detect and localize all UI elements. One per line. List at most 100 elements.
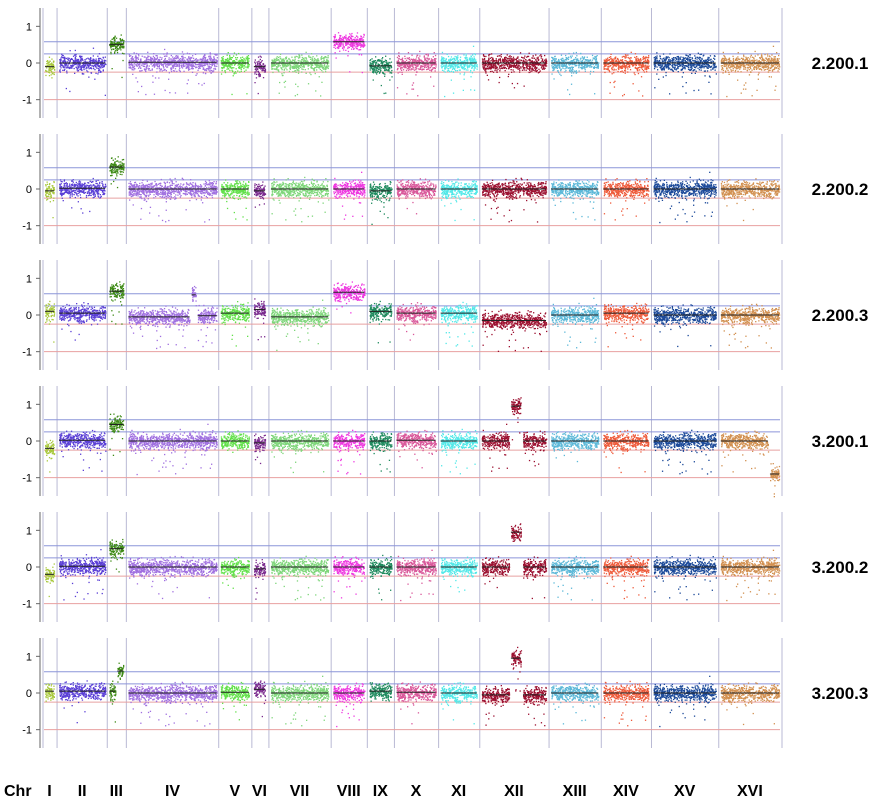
probe-point	[465, 58, 466, 59]
probe-point	[328, 68, 329, 69]
probe-point	[194, 60, 195, 61]
probe-point	[589, 65, 590, 66]
probe-point	[355, 37, 356, 38]
probe-point	[169, 72, 170, 73]
probe-point	[565, 65, 566, 66]
probe-point	[241, 65, 242, 66]
probe-point	[631, 57, 632, 58]
probe-point	[138, 91, 139, 92]
probe-point	[201, 63, 202, 64]
probe-point	[496, 60, 497, 61]
probe-point	[153, 65, 154, 66]
probe-point	[607, 66, 608, 67]
probe-point	[630, 69, 631, 70]
probe-point	[170, 58, 171, 59]
probe-point	[628, 64, 629, 65]
probe-point	[461, 61, 462, 62]
probe-point	[89, 68, 90, 69]
probe-point	[589, 67, 590, 68]
probe-point	[407, 68, 408, 69]
probe-point	[185, 60, 186, 61]
probe-point	[470, 71, 471, 72]
probe-point	[326, 57, 327, 58]
probe-point	[384, 76, 385, 77]
probe-point	[174, 70, 175, 71]
probe-point	[527, 68, 528, 69]
probe-point	[538, 65, 539, 66]
probe-point	[456, 64, 457, 65]
probe-point	[191, 65, 192, 66]
probe-point	[613, 61, 614, 62]
probe-points-III	[109, 34, 124, 78]
probe-point	[443, 70, 444, 71]
probe-point	[442, 70, 443, 71]
probe-point	[535, 70, 536, 71]
probe-point	[222, 59, 223, 60]
probe-point	[48, 63, 49, 64]
probe-point	[665, 75, 666, 76]
probe-point	[610, 82, 611, 83]
probe-points-XIV	[603, 52, 649, 97]
probe-point	[622, 95, 623, 96]
probe-point	[682, 86, 683, 87]
probe-point	[315, 90, 316, 91]
probe-point	[511, 67, 512, 68]
probe-point	[562, 60, 563, 61]
probe-point	[623, 66, 624, 67]
probe-point	[122, 60, 123, 61]
probe-point	[491, 64, 492, 65]
probe-point	[208, 69, 209, 70]
probe-point	[445, 71, 446, 72]
probe-point	[582, 65, 583, 66]
probe-point	[636, 60, 637, 61]
probe-point	[223, 56, 224, 57]
probe-point	[418, 61, 419, 62]
probe-point	[632, 65, 633, 66]
probe-point	[165, 60, 166, 61]
probe-point	[471, 60, 472, 61]
probe-point	[321, 64, 322, 65]
probe-point	[104, 60, 105, 61]
probe-point	[234, 72, 235, 73]
probe-point	[624, 70, 625, 71]
probe-point	[444, 60, 445, 61]
probe-point	[516, 61, 517, 62]
probe-point	[551, 65, 552, 66]
probe-point	[519, 71, 520, 72]
probe-point	[54, 74, 55, 75]
probe-point	[120, 38, 121, 39]
probe-point	[389, 62, 390, 63]
probe-point	[416, 72, 417, 73]
probe-point	[235, 71, 236, 72]
probe-point	[414, 61, 415, 62]
probe-point	[165, 65, 166, 66]
probe-point	[307, 61, 308, 62]
probe-point	[597, 64, 598, 65]
probe-point	[513, 67, 514, 68]
probe-point	[296, 65, 297, 66]
probe-point	[457, 67, 458, 68]
probe-point	[201, 84, 202, 85]
probe-point	[290, 67, 291, 68]
probe-point	[216, 63, 217, 64]
probe-point	[361, 54, 362, 55]
probe-point	[452, 61, 453, 62]
probe-point	[576, 65, 577, 66]
probe-point	[295, 84, 296, 85]
probe-point	[85, 68, 86, 69]
probe-points-X	[397, 51, 437, 97]
probe-point	[695, 57, 696, 58]
probe-point	[80, 59, 81, 60]
probe-point	[67, 59, 68, 60]
probe-point	[529, 61, 530, 62]
probe-point	[335, 40, 336, 41]
probe-point	[512, 83, 513, 84]
probe-point	[187, 83, 188, 84]
probe-point	[148, 59, 149, 60]
probe-point	[646, 71, 647, 72]
probe-point	[69, 91, 70, 92]
probe-point	[308, 55, 309, 56]
probe-point	[134, 52, 135, 53]
probe-point	[460, 73, 461, 74]
probe-point	[582, 56, 583, 57]
